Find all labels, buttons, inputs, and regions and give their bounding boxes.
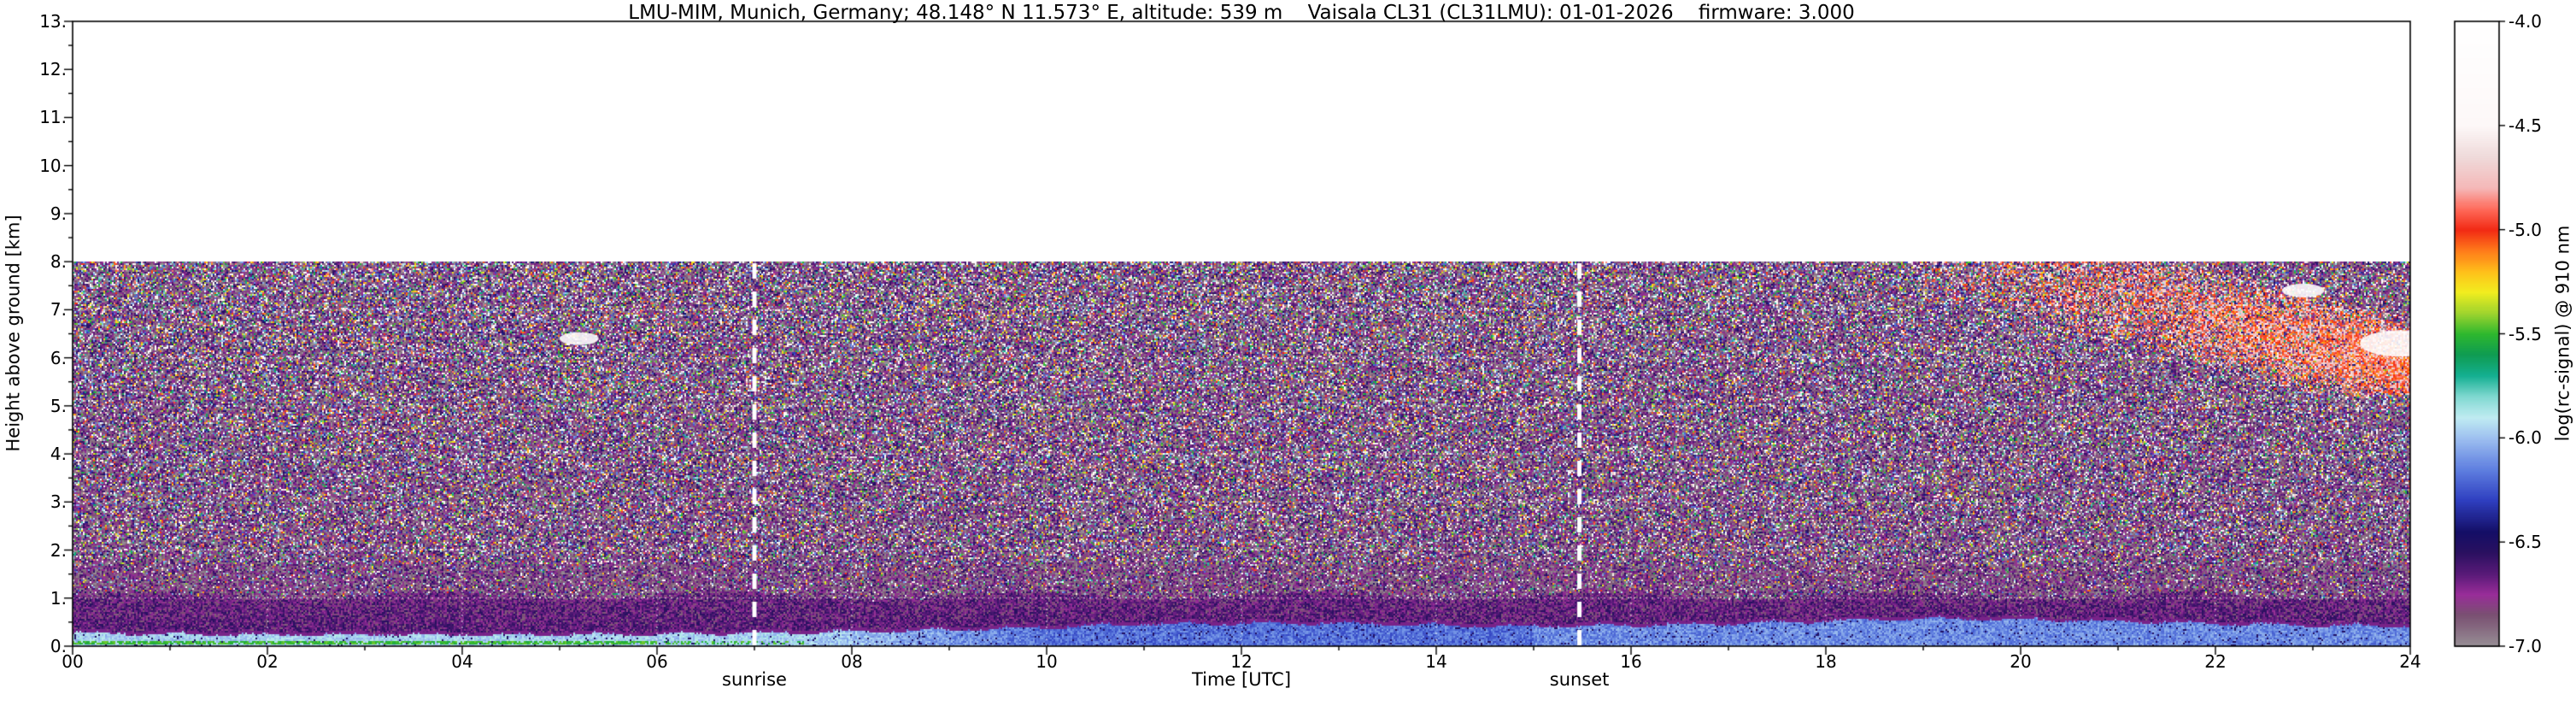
x-tick-label: 24 [2399, 651, 2421, 672]
colorbar-tick-label: -5.5 [2509, 324, 2542, 344]
colorbar-tick-label: -6.5 [2509, 532, 2542, 552]
y-tick-label: 7. [50, 299, 67, 320]
x-tick-label: 04 [451, 651, 472, 672]
y-tick-label: 10. [39, 156, 67, 176]
x-tick-label: 12 [1230, 651, 1252, 672]
x-tick-label: 10 [1036, 651, 1057, 672]
x-tick-label: 06 [646, 651, 667, 672]
y-tick-label: 0. [50, 636, 67, 656]
x-tick-label: 14 [1425, 651, 1446, 672]
y-tick-label: 3. [50, 491, 67, 512]
x-tick-label: 22 [2204, 651, 2226, 672]
y-axis-label: Height above ground [km] [3, 215, 23, 451]
x-axis-label: Time [UTC] [1192, 670, 1291, 690]
y-tick-label: 5. [50, 396, 67, 416]
chart-canvas [0, 0, 2576, 706]
y-tick-label: 8. [50, 251, 67, 272]
y-tick-label: 12. [39, 59, 67, 79]
x-tick-label: 18 [1815, 651, 1836, 672]
x-tick-label: 20 [2010, 651, 2031, 672]
colorbar-tick-label: -5.0 [2509, 220, 2542, 240]
colorbar-tick-label: -7.0 [2509, 636, 2542, 656]
y-tick-label: 2. [50, 540, 67, 561]
x-tick-label: 16 [1620, 651, 1641, 672]
y-tick-label: 11. [39, 107, 67, 127]
colorbar-label: log(rc-signal) @ 910 nm [2553, 226, 2573, 442]
y-tick-label: 6. [50, 348, 67, 368]
chart-title: LMU-MIM, Munich, Germany; 48.148° N 11.5… [628, 3, 1854, 24]
y-tick-label: 9. [50, 203, 67, 224]
sunset-annotation: sunset [1550, 670, 1610, 690]
y-tick-label: 1. [50, 588, 67, 609]
sunrise-annotation: sunrise [722, 670, 787, 690]
x-tick-label: 02 [256, 651, 278, 672]
colorbar-tick-label: -4.5 [2509, 115, 2542, 136]
y-tick-label: 4. [50, 444, 67, 464]
ceilometer-quicklook-figure: LMU-MIM, Munich, Germany; 48.148° N 11.5… [0, 0, 2576, 706]
x-tick-label: 08 [841, 651, 862, 672]
y-tick-label: 13. [39, 11, 67, 32]
colorbar-tick-label: -4.0 [2509, 11, 2542, 32]
colorbar-tick-label: -6.0 [2509, 427, 2542, 448]
